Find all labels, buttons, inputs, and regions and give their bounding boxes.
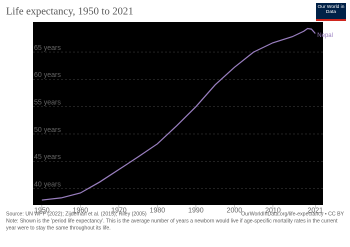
url: OurWorldInData.org/life-expectancy • CC …	[241, 211, 344, 217]
y-tick-label: 50 years	[34, 127, 61, 134]
chart-title: Life expectancy, 1950 to 2021	[6, 6, 133, 17]
x-tick-label: 1990	[188, 207, 204, 214]
logo: Our World in Data	[317, 5, 345, 16]
logo-wrap: Our World in Data	[317, 5, 345, 16]
x-tick-label: 2021	[308, 207, 324, 214]
x-tick-label: 2010	[265, 207, 281, 214]
x-tick-label: 1980	[150, 207, 166, 214]
x-tick-label: 2000	[227, 207, 243, 214]
logo-bar	[316, 19, 346, 21]
x-tick-label: 1970	[111, 207, 127, 214]
line	[41, 27, 316, 201]
y-tick-label: 60 years	[34, 72, 61, 79]
note: year were to stay the same throughout it…	[6, 225, 111, 231]
series-label: Nepal	[317, 33, 333, 39]
source: Source: UN WPP (2022); Zijdeman et al. (…	[6, 211, 147, 217]
logo-box	[316, 3, 346, 21]
y-tick-label: 45 years	[34, 154, 61, 161]
y-tick-label: 65 years	[34, 45, 61, 52]
note: Note: Shown is the 'period life expectan…	[6, 218, 338, 224]
y-tick-label: 55 years	[34, 100, 61, 107]
x-tick-label: 1960	[73, 207, 89, 214]
plot-area	[33, 22, 323, 205]
x-tick-label: 1950	[34, 207, 50, 214]
y-tick-label: 40 years	[34, 181, 61, 188]
